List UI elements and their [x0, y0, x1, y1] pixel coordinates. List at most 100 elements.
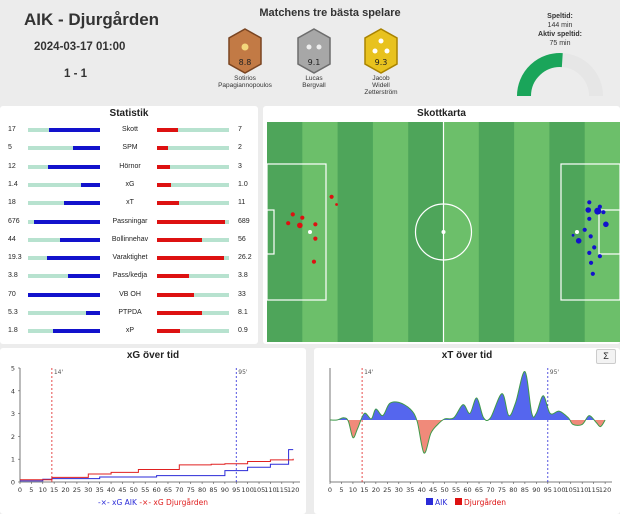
x-tick-label: 35	[406, 486, 414, 494]
stat-home-bar	[28, 201, 100, 206]
speltid-value: 144 min	[547, 22, 573, 29]
shot-djurgarden	[313, 236, 318, 241]
x-tick-label: 80	[198, 486, 206, 494]
stat-away-value: 689	[238, 217, 250, 225]
statistik-panel: Statistik 17 Skott 7 5 SPM 2 12 Hörnor 3 1.4 xG 1.0…	[0, 106, 258, 344]
shot-djurgarden	[297, 222, 303, 229]
shot-aik	[588, 234, 593, 239]
stat-label: Hörnor	[119, 162, 141, 170]
stat-away-bar	[157, 292, 229, 297]
legend-swatch-aik	[426, 498, 433, 505]
stat-home-value: 44	[8, 235, 16, 243]
player-name-2: Bergvall	[302, 82, 326, 89]
stat-label: Passningar	[112, 217, 148, 225]
player-name: Jacob	[372, 75, 390, 82]
y-tick-label: 3	[11, 410, 15, 418]
stat-home-value: 5	[8, 144, 12, 152]
shot-djurgarden	[313, 222, 318, 227]
stat-home-bar	[28, 311, 100, 315]
star-icon	[372, 48, 378, 54]
stat-home-bar	[28, 182, 100, 187]
shot-map	[267, 122, 620, 342]
top-player-2[interactable]: 9.1 Lucas Bergvall	[279, 27, 349, 89]
shot-aik	[594, 207, 602, 215]
shot-aik	[575, 238, 582, 244]
stat-away-bar	[157, 164, 229, 169]
top-player-3[interactable]: 9.3 Jacob Widell Zetterström	[346, 27, 416, 96]
stat-label: Varaktighet	[112, 254, 148, 262]
stat-away-value: 26.2	[238, 254, 252, 262]
star-icon	[241, 43, 249, 51]
stat-away-value: 56	[238, 235, 246, 243]
x-tick-label: 100	[553, 486, 565, 494]
stat-home-bar	[28, 164, 100, 169]
stat-away-bar	[157, 219, 229, 224]
playtime-info: Speltid: 144 min Aktiv speltid: 75 min	[505, 12, 615, 48]
shot-aik	[587, 250, 592, 255]
x-tick-label: 70	[175, 486, 183, 494]
center-circle	[414, 203, 473, 261]
shot-aik	[571, 233, 575, 237]
stat-row: 44 Bollinnehav 56	[0, 235, 256, 247]
player-name-2: Widell	[372, 82, 390, 89]
stat-away-value: 11	[238, 199, 246, 207]
shot-aik	[582, 227, 587, 232]
penalty-box-right	[560, 163, 620, 301]
player-name: Sotirios	[234, 75, 256, 82]
x-tick-label: 60	[463, 486, 471, 494]
shot-djurgarden	[329, 194, 334, 199]
stat-away-value: 3.8	[238, 272, 248, 280]
skottkarta-title: Skottkarta	[417, 108, 466, 119]
stat-away-bar	[157, 329, 229, 334]
y-tick-label: 1	[11, 456, 15, 464]
shot-aik	[588, 260, 594, 265]
x-tick-label: 0	[328, 486, 332, 494]
xg-title: xG över tid	[126, 350, 180, 361]
shot-aik	[585, 207, 592, 213]
pitch-stripe	[549, 122, 586, 342]
x-tick-label: 35	[96, 486, 104, 494]
x-tick-label: 75	[187, 486, 195, 494]
stat-home-bar	[28, 274, 100, 279]
y-tick-label: 2	[11, 433, 15, 441]
y-tick-label: 5	[11, 365, 15, 373]
shot-djurgarden	[311, 259, 317, 264]
top-player-1[interactable]: 8.8 Sotirios Papagiannopoulos	[210, 27, 280, 89]
x-tick-label: 40	[107, 486, 115, 494]
player-rating: 8.8	[239, 58, 252, 67]
x-tick-label: 90	[532, 486, 540, 494]
pitch-stripe	[443, 122, 480, 342]
x-tick-label: 30	[84, 486, 92, 494]
time-marker-label: 14'	[364, 369, 374, 376]
x-tick-label: 110	[264, 486, 276, 494]
penalty-spot-left	[308, 230, 312, 234]
stat-label: xT	[126, 199, 134, 207]
player-rating: 9.3	[375, 58, 388, 67]
stat-row: 5 SPM 2	[0, 143, 256, 155]
match-score: 1 - 1	[64, 68, 88, 80]
shot-aik	[603, 221, 609, 228]
stat-home-value: 676	[8, 217, 20, 225]
stat-home-value: 17	[8, 126, 16, 133]
xt-area-aik	[330, 371, 606, 420]
stat-row: 1.8 xP 0.9	[0, 326, 256, 338]
xt-curve	[329, 371, 606, 454]
penalty-box-left	[267, 163, 327, 301]
stat-home-bar	[28, 329, 100, 334]
xg-series-line	[20, 449, 294, 482]
aktiv-speltid-value: 75 min	[549, 40, 571, 47]
stat-row: 18 xT 11	[0, 198, 256, 210]
stat-away-bar	[157, 311, 229, 315]
x-tick-label: 90	[221, 486, 229, 494]
stat-away-bar	[157, 182, 229, 187]
x-tick-label: 120	[599, 486, 611, 494]
x-tick-label: 70	[486, 486, 494, 494]
x-tick-label: 55	[141, 486, 149, 494]
statistik-title: Statistik	[109, 108, 149, 119]
xg-panel: xG över tid 0 1 2 3 4 5 0 5 10 15 20 25 30 35 40 45 50 55…	[0, 348, 306, 514]
sigma-button[interactable]: Σ	[596, 349, 616, 364]
stat-row: 1.4 xG 1.0	[0, 180, 256, 192]
x-tick-label: 60	[152, 486, 160, 494]
stat-away-bar	[157, 146, 229, 151]
